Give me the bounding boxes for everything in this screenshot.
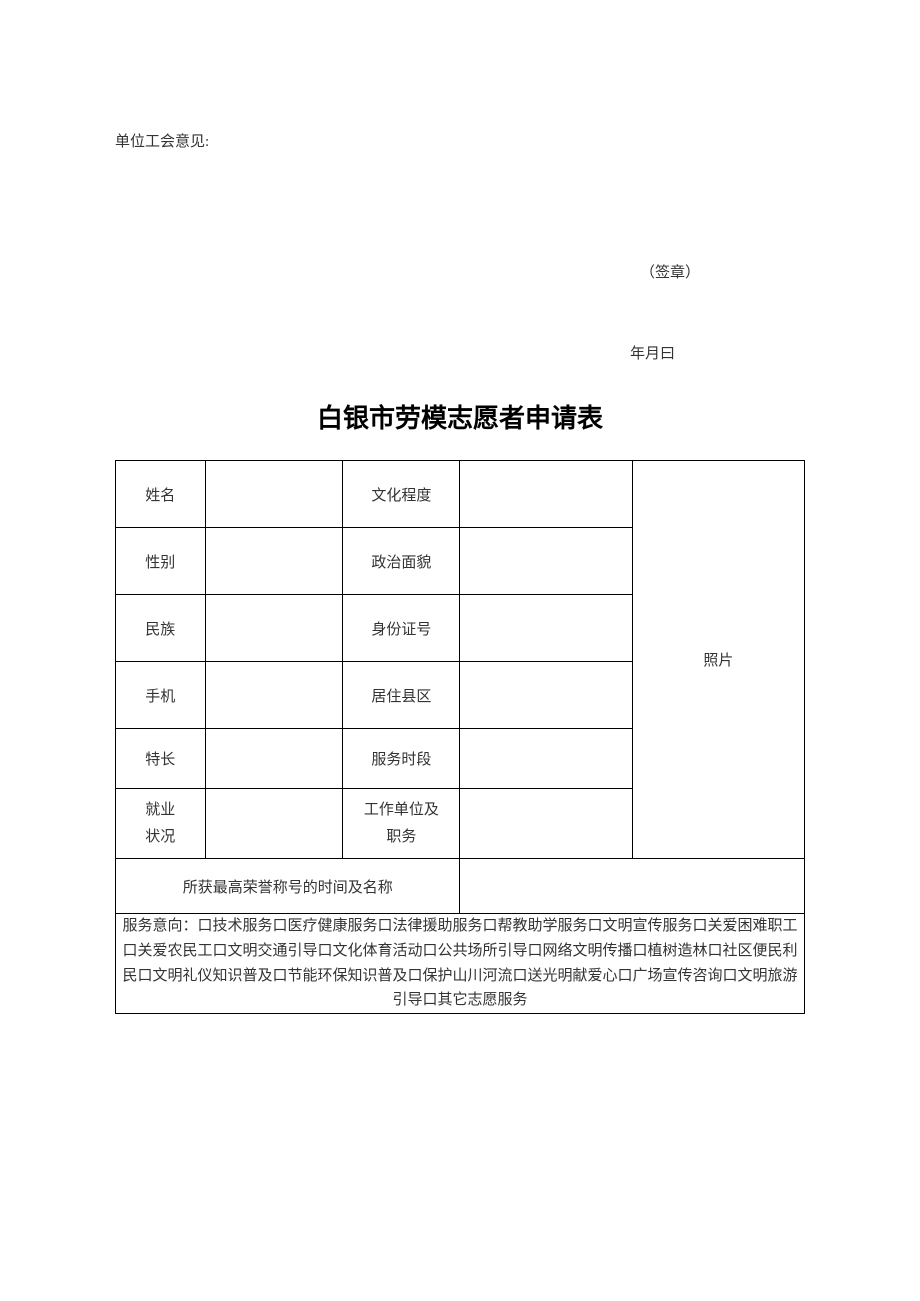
table-row: 所获最高荣誉称号的时间及名称 <box>116 859 805 914</box>
district-label: 居住县区 <box>343 662 460 729</box>
phone-label: 手机 <box>116 662 206 729</box>
date-label: 年月曰 <box>115 342 805 363</box>
employment-label: 就业 状况 <box>116 789 206 859</box>
workunit-field[interactable] <box>460 789 805 859</box>
employment-field[interactable] <box>205 789 343 859</box>
service-time-field[interactable] <box>460 729 632 789</box>
workunit-label: 工作单位及 职务 <box>343 789 460 859</box>
education-label: 文化程度 <box>343 461 460 528</box>
application-form-table: 姓名 文化程度 照片 性别 政治面貌 民族 身份证号 手机 居住县区 特长 <box>115 460 805 1014</box>
signature-label: （签章） <box>115 261 805 282</box>
workunit-label-line1: 工作单位及 <box>364 802 439 818</box>
employment-label-line2: 状况 <box>145 829 175 845</box>
employment-label-line1: 就业 <box>145 802 175 818</box>
workunit-label-line2: 职务 <box>386 829 416 845</box>
id-number-label: 身份证号 <box>343 595 460 662</box>
specialty-field[interactable] <box>205 729 343 789</box>
document-page: 单位工会意见: （签章） 年月曰 白银市劳模志愿者申请表 姓名 文化程度 照片 … <box>0 0 920 1014</box>
name-field[interactable] <box>205 461 343 528</box>
honor-label: 所获最高荣誉称号的时间及名称 <box>116 859 460 914</box>
service-intent-cell[interactable]: 服务意向：口技术服务口医疗健康服务口法律援助服务口帮教助学服务口文明宣传服务口关… <box>116 914 805 1014</box>
ethnic-field[interactable] <box>205 595 343 662</box>
service-time-label: 服务时段 <box>343 729 460 789</box>
gender-field[interactable] <box>205 528 343 595</box>
form-title: 白银市劳模志愿者申请表 <box>115 398 805 435</box>
table-row: 姓名 文化程度 照片 <box>116 461 805 528</box>
specialty-label: 特长 <box>116 729 206 789</box>
honor-field[interactable] <box>460 859 805 914</box>
table-row: 服务意向：口技术服务口医疗健康服务口法律援助服务口帮教助学服务口文明宣传服务口关… <box>116 914 805 1014</box>
political-label: 政治面貌 <box>343 528 460 595</box>
gender-label: 性别 <box>116 528 206 595</box>
ethnic-label: 民族 <box>116 595 206 662</box>
name-label: 姓名 <box>116 461 206 528</box>
table-row: 就业 状况 工作单位及 职务 <box>116 789 805 859</box>
education-field[interactable] <box>460 461 632 528</box>
phone-field[interactable] <box>205 662 343 729</box>
district-field[interactable] <box>460 662 632 729</box>
political-field[interactable] <box>460 528 632 595</box>
union-opinion-label: 单位工会意见: <box>115 130 805 151</box>
id-number-field[interactable] <box>460 595 632 662</box>
